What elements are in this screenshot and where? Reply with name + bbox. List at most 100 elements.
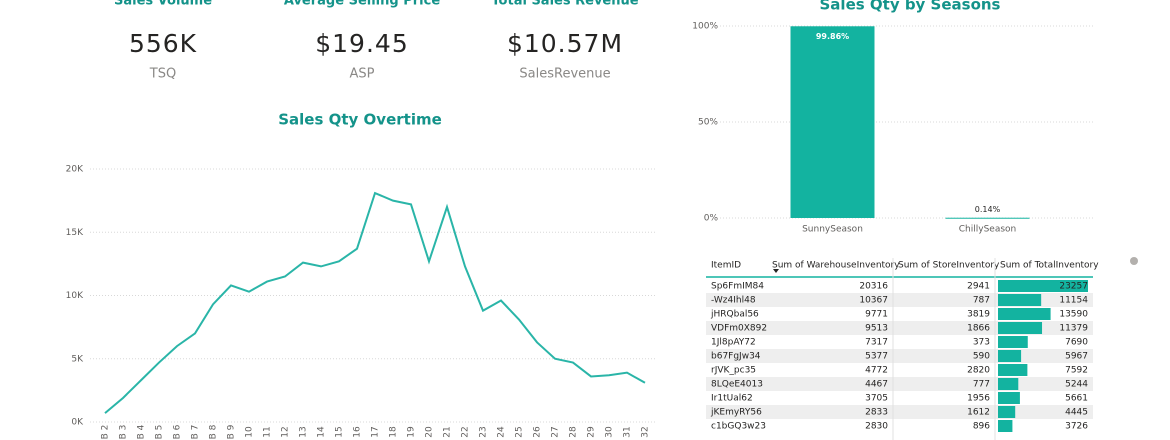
table-header: Sum of WarehouseInventory	[772, 261, 900, 271]
row-band	[706, 349, 1093, 363]
x-tick-label: B 3	[119, 425, 129, 440]
y-tick-label: 15K	[66, 228, 84, 238]
row-band	[706, 377, 1093, 391]
bar	[790, 26, 875, 219]
y-tick-label: 0%	[704, 214, 719, 224]
x-tick-label: 28	[569, 426, 579, 438]
kpi-value: $10.57M	[507, 29, 623, 58]
x-tick-label: 27	[551, 426, 561, 437]
chart-title: Sales Qty by Seasons	[820, 0, 1001, 14]
x-tick-label: 10	[245, 426, 255, 438]
kpi-title: Total Sales Revenue	[491, 0, 638, 9]
x-tick-label: B 9	[227, 424, 237, 439]
table-cell: 7592	[1065, 366, 1088, 376]
table-cell: 1866	[967, 324, 990, 334]
table-cell: c1bGQ3w23	[711, 422, 766, 432]
x-tick-label: 21	[443, 426, 453, 437]
data-bar	[998, 280, 1088, 292]
y-tick-label: 50%	[698, 118, 718, 128]
table-cell: 2833	[865, 408, 888, 418]
x-tick-label: 19	[407, 426, 417, 438]
x-tick-label: 32	[641, 426, 651, 437]
table-cell: 5244	[1065, 380, 1088, 390]
y-tick-label: 20K	[66, 165, 84, 175]
table-cell: 787	[973, 296, 990, 306]
x-tick-label: 17	[371, 426, 381, 437]
table-cell: 4445	[1065, 408, 1088, 418]
x-tick-label: 22	[461, 426, 471, 437]
x-tick-label: 20	[425, 426, 435, 438]
data-bar	[998, 420, 1013, 432]
x-tick-label: 23	[479, 426, 489, 437]
data-bar	[998, 350, 1022, 362]
table-cell: VDFm0X892	[711, 324, 767, 334]
kpi-title: Sales Volume	[114, 0, 212, 9]
table-cell: -Wz4Ihl48	[711, 296, 756, 306]
row-band	[706, 405, 1093, 419]
table-cell: 2820	[967, 366, 990, 376]
table-cell: 20316	[859, 282, 888, 292]
x-tick-label: 12	[281, 426, 291, 437]
x-tick-label: 26	[533, 426, 543, 438]
table-cell: 3819	[967, 310, 990, 320]
table-cell: 590	[973, 352, 990, 362]
table-cell: 3705	[865, 394, 888, 404]
table-cell: 896	[973, 422, 990, 432]
table-cell: 11154	[1059, 296, 1088, 306]
line	[104, 191, 646, 414]
table-cell: 5377	[865, 352, 888, 362]
x-tick-label: 11	[263, 426, 273, 437]
x-tick-label: 14	[317, 426, 327, 438]
table-cell: 7690	[1065, 338, 1088, 348]
table-header: Sum of StoreInventory	[898, 261, 1000, 271]
table-cell: 13590	[1059, 310, 1088, 320]
data-label: 99.86%	[816, 32, 849, 41]
x-tick-label: SunnySeason	[802, 225, 863, 235]
x-tick-label: 30	[605, 426, 615, 438]
x-tick-label: 16	[353, 426, 363, 438]
bar	[945, 217, 1030, 219]
table-cell: 3726	[1065, 422, 1088, 432]
table-cell: rJVK_pc35	[711, 366, 756, 376]
data-bar	[998, 406, 1016, 418]
chart-title: Sales Qty Overtime	[278, 111, 442, 129]
y-tick-label: 100%	[692, 22, 718, 32]
y-tick-label: 5K	[71, 354, 84, 364]
data-bar	[998, 378, 1019, 390]
table-cell: b67FgJw34	[711, 352, 761, 362]
data-bar	[998, 336, 1028, 348]
x-tick-label: 24	[497, 426, 507, 438]
data-bar	[998, 294, 1042, 306]
table-cell: 2941	[967, 282, 990, 292]
x-tick-label: B 8	[209, 424, 219, 439]
x-tick-label: B 6	[173, 424, 183, 439]
y-tick-label: 0K	[71, 418, 84, 428]
kpi-title: Average Selling Price	[284, 0, 440, 9]
kpi-label: TSQ	[149, 67, 176, 82]
table-cell: 5967	[1065, 352, 1088, 362]
table-cell: 4467	[865, 380, 888, 390]
row-band	[706, 321, 1093, 335]
table-cell: 8LQeE4013	[711, 380, 763, 390]
data-label: 0.14%	[975, 205, 1001, 214]
x-tick-label: 18	[389, 426, 399, 438]
table-header: Sum of TotalInventory	[1000, 261, 1099, 271]
table-cell: jKEmyRY56	[710, 408, 762, 418]
x-tick-label: B 4	[137, 424, 147, 439]
data-bar	[998, 308, 1051, 320]
kpi-label: SalesRevenue	[519, 67, 610, 82]
table-header: ItemID	[711, 261, 741, 271]
sort-arrow	[773, 269, 779, 273]
scroll-dot	[1130, 257, 1138, 265]
x-tick-label: B 2	[101, 425, 111, 440]
data-bar	[998, 322, 1043, 334]
table-cell: Ir1tUal62	[711, 394, 753, 404]
table-cell: 1612	[967, 408, 990, 418]
x-tick-label: 25	[515, 426, 525, 437]
table-cell: jHRQbal56	[710, 310, 759, 320]
x-tick-label: 29	[587, 426, 597, 438]
kpi-value: 556K	[129, 29, 197, 58]
x-tick-label: 15	[335, 426, 345, 437]
table-cell: 2830	[865, 422, 888, 432]
